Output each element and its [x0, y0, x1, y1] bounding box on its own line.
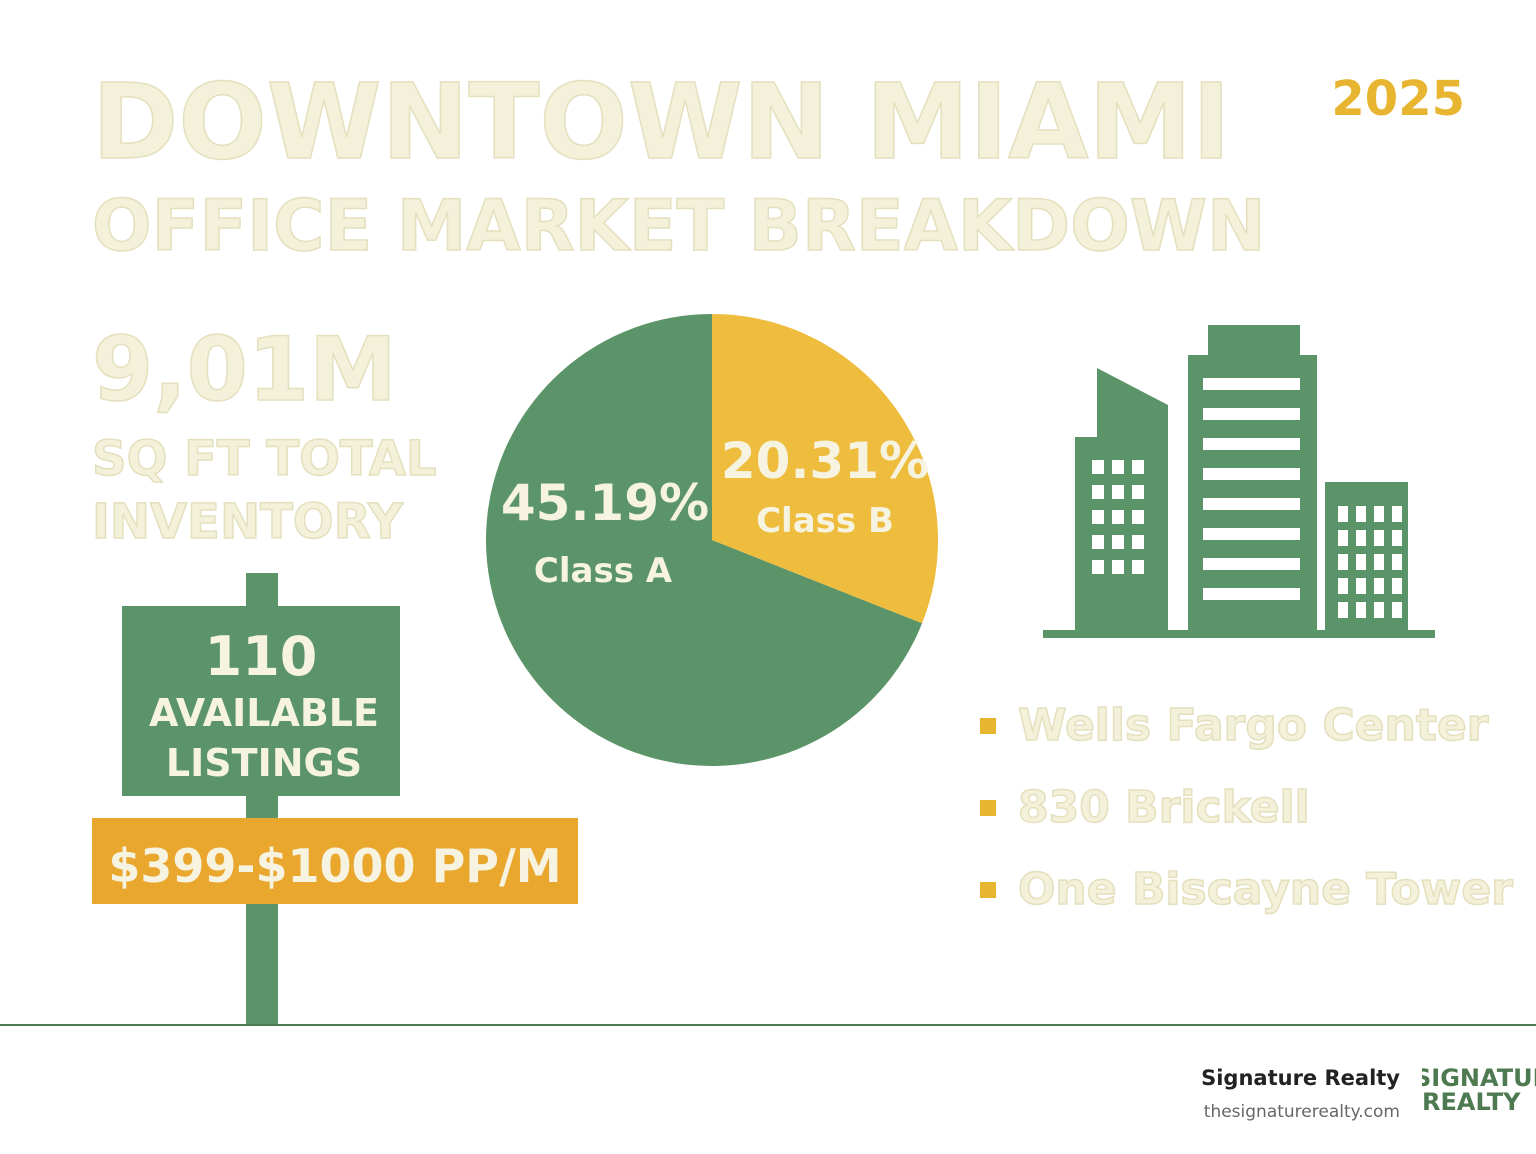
listing-label: LISTINGS [166, 741, 362, 785]
window [1092, 560, 1104, 574]
building-icon [1043, 325, 1435, 638]
window [1092, 460, 1104, 474]
url: thesignaturerealty.com [1204, 1102, 1400, 1122]
inventory-label: INVENTORY [92, 494, 404, 550]
bullet [980, 800, 996, 816]
inventory-value: 9,01M [92, 318, 397, 421]
window [1132, 460, 1144, 474]
slice-label: Class B [756, 501, 894, 541]
window [1132, 510, 1144, 524]
window [1112, 510, 1124, 524]
window [1392, 554, 1402, 570]
building-name: One Biscayne Tower [1018, 864, 1513, 915]
window [1338, 530, 1348, 546]
window [1392, 602, 1402, 618]
window [1203, 468, 1300, 480]
window [1392, 530, 1402, 546]
slice-label: Class A [534, 551, 673, 591]
price: $399-$1000 PP/M [108, 839, 561, 893]
pie-slice [486, 314, 923, 767]
window [1356, 530, 1366, 546]
window [1132, 535, 1144, 549]
window [1112, 460, 1124, 474]
window [1374, 506, 1384, 522]
window [1392, 506, 1402, 522]
value-label: 45.19% [501, 474, 709, 532]
bullet [980, 882, 996, 898]
window [1112, 485, 1124, 499]
window [1356, 602, 1366, 618]
window [1092, 510, 1104, 524]
building-name: Wells Fargo Center [1018, 700, 1489, 751]
building-name: 830 Brickell [1018, 782, 1310, 833]
window [1203, 498, 1300, 510]
window [1374, 530, 1384, 546]
building [1188, 355, 1317, 630]
bullet [980, 718, 996, 734]
window [1112, 535, 1124, 549]
window [1356, 506, 1366, 522]
window [1374, 602, 1384, 618]
window [1203, 528, 1300, 540]
listing-label: AVAILABLE [149, 691, 379, 735]
ground [1043, 630, 1435, 638]
window [1338, 554, 1348, 570]
company: Signature Realty [1201, 1066, 1400, 1090]
window [1338, 506, 1348, 522]
window [1356, 554, 1366, 570]
window [1338, 578, 1348, 594]
pie-slice [712, 314, 938, 624]
window [1374, 578, 1384, 594]
window [1356, 578, 1366, 594]
window [1392, 578, 1402, 594]
listing-count: 110 [205, 625, 318, 688]
subtitle: OFFICE MARKET BREAKDOWN [92, 185, 1266, 267]
window [1132, 560, 1144, 574]
window [1203, 378, 1300, 390]
window [1092, 485, 1104, 499]
window [1338, 602, 1348, 618]
value-label: 20.31% [721, 432, 929, 490]
window [1203, 558, 1300, 570]
window [1112, 560, 1124, 574]
window [1132, 485, 1144, 499]
price-banner [92, 818, 578, 904]
window [1203, 588, 1300, 600]
window [1203, 438, 1300, 450]
sign-board [122, 606, 400, 796]
year: 2025 [1331, 71, 1465, 127]
title: DOWNTOWN MIAMI [92, 61, 1231, 183]
logo-text: REALTY [1422, 1088, 1521, 1116]
window [1374, 554, 1384, 570]
window [1203, 408, 1300, 420]
inventory-label: SQ FT TOTAL [92, 431, 437, 487]
window [1092, 535, 1104, 549]
